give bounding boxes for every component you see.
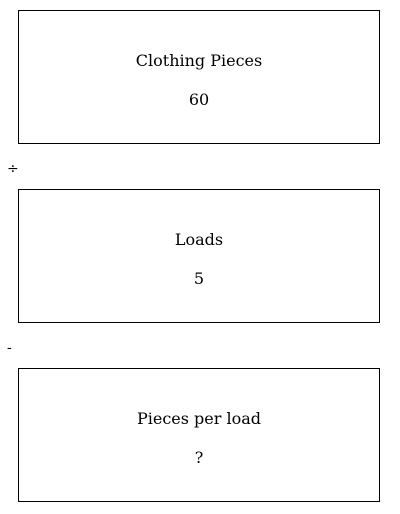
box-value: 5 bbox=[193, 269, 205, 288]
box-label: Loads bbox=[174, 230, 224, 249]
loads-box: Loads 5 bbox=[18, 189, 380, 323]
pieces-per-load-box: Pieces per load ? bbox=[18, 368, 380, 502]
box-label: Clothing Pieces bbox=[135, 51, 263, 70]
equals-operator: - bbox=[7, 340, 12, 356]
divide-operator: ÷ bbox=[7, 161, 19, 177]
clothing-pieces-box: Clothing Pieces 60 bbox=[18, 10, 380, 144]
box-value: 60 bbox=[188, 90, 210, 109]
box-value: ? bbox=[194, 448, 204, 467]
box-label: Pieces per load bbox=[136, 409, 262, 428]
